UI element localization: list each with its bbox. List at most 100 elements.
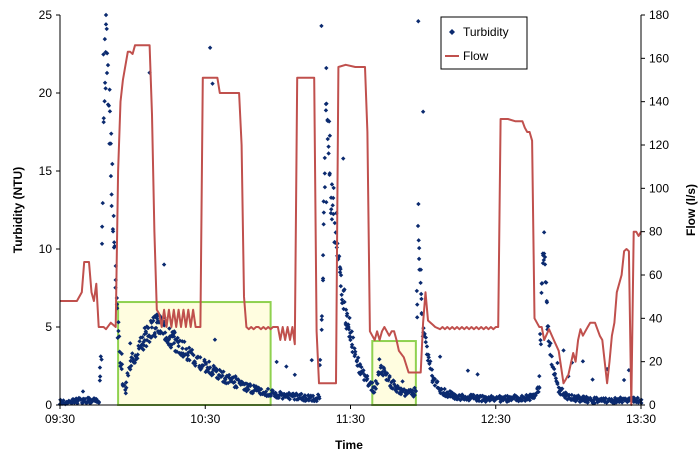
turbidity-point xyxy=(548,341,553,346)
y2-tick-label: 40 xyxy=(649,311,663,325)
turbidity-point xyxy=(221,369,226,374)
turbidity-point xyxy=(119,362,125,367)
turbidity-point xyxy=(412,392,417,398)
turbidity-point xyxy=(96,400,102,405)
legend-turbidity-label: Turbidity xyxy=(463,25,509,39)
x-tick-label: 12:30 xyxy=(481,412,511,426)
turbidity-point xyxy=(103,22,109,27)
turbidity-point xyxy=(317,396,322,401)
turbidity-point xyxy=(548,352,553,358)
turbidity-point xyxy=(111,245,117,250)
turbidity-point xyxy=(561,392,566,398)
turbidity-point xyxy=(541,251,547,256)
turbidity-point xyxy=(321,210,327,215)
turbidity-point xyxy=(175,340,181,345)
turbidity-point xyxy=(349,329,354,334)
turbidity-point xyxy=(148,335,153,340)
turbidity-point xyxy=(298,392,304,397)
turbidity-point xyxy=(331,185,336,191)
turbidity-point xyxy=(566,392,572,398)
turbidity-point xyxy=(100,200,105,206)
turbidity-point xyxy=(527,398,532,403)
turbidity-point xyxy=(361,368,366,373)
legend-turbidity-marker xyxy=(449,29,455,35)
turbidity-point xyxy=(176,343,181,349)
turbidity-point xyxy=(419,310,424,316)
turbidity-point xyxy=(98,354,103,359)
turbidity-point xyxy=(147,339,152,345)
turbidity-point xyxy=(591,399,596,405)
turbidity-point xyxy=(107,87,112,92)
turbidity-point xyxy=(102,36,108,42)
turbidity-point xyxy=(321,222,326,227)
turbidity-point xyxy=(327,171,332,176)
turbidity-point xyxy=(387,375,392,380)
turbidity-point xyxy=(580,359,586,364)
turbidity-point xyxy=(80,389,86,394)
turbidity-point xyxy=(75,398,80,404)
legend: Turbidity Flow xyxy=(440,16,528,70)
turbidity-point xyxy=(189,347,195,353)
turbidity-point xyxy=(198,355,203,360)
turbidity-point xyxy=(155,318,161,324)
turbidity-point xyxy=(187,357,192,363)
turbidity-point xyxy=(331,195,336,201)
turbidity-point xyxy=(99,224,105,229)
turbidity-point xyxy=(327,133,333,138)
turbidity-point xyxy=(322,155,328,161)
turbidity-point xyxy=(432,376,438,382)
y2-tick-label: 0 xyxy=(649,398,656,412)
turbidity-point xyxy=(338,266,343,272)
y-tick-label: 0 xyxy=(45,398,52,412)
turbidity-point xyxy=(558,392,563,397)
turbidity-point xyxy=(365,376,370,382)
turbidity-point xyxy=(171,334,177,339)
turbidity-point xyxy=(324,200,329,205)
turbidity-point xyxy=(338,272,344,278)
turbidity-point xyxy=(576,393,581,398)
turbidity-point xyxy=(102,99,107,104)
turbidity-point xyxy=(319,327,324,332)
turbidity-point xyxy=(352,352,358,357)
turbidity-point xyxy=(110,226,116,232)
turbidity-point xyxy=(426,352,431,357)
turbidity-point xyxy=(117,334,122,339)
turbidity-point xyxy=(342,287,347,292)
turbidity-point xyxy=(167,326,172,331)
turbidity-point xyxy=(355,355,361,360)
turbidity-point xyxy=(538,337,543,343)
turbidity-point xyxy=(544,280,549,285)
turbidity-point xyxy=(324,65,329,71)
turbidity-point xyxy=(105,62,111,68)
turbidity-point xyxy=(565,397,570,402)
turbidity-point xyxy=(591,397,597,402)
turbidity-point xyxy=(395,383,400,389)
turbidity-point xyxy=(342,299,347,305)
turbidity-point xyxy=(135,356,140,361)
turbidity-point xyxy=(97,374,103,379)
turbidity-point xyxy=(86,397,91,403)
turbidity-point xyxy=(330,203,335,208)
turbidity-point xyxy=(143,330,149,336)
turbidity-point xyxy=(546,324,551,329)
turbidity-point xyxy=(111,213,116,219)
turbidity-point xyxy=(109,192,114,197)
turbidity-point xyxy=(416,256,422,262)
turbidity-point xyxy=(151,318,156,324)
turbidity-point xyxy=(344,311,350,316)
turbidity-point xyxy=(246,387,251,392)
turbidity-point xyxy=(574,397,579,403)
turbidity-point xyxy=(101,52,106,57)
turbidity-point xyxy=(541,230,547,235)
turbidity-point xyxy=(191,352,196,358)
legend-flow-label: Flow xyxy=(463,49,489,63)
turbidity-point xyxy=(206,359,212,364)
turbidity-point xyxy=(539,281,544,286)
flow-line xyxy=(60,44,642,406)
turbidity-point xyxy=(123,391,128,396)
turbidity-point xyxy=(547,343,552,348)
turbidity-point xyxy=(210,81,215,86)
turbidity-point xyxy=(365,373,370,379)
turbidity-point xyxy=(420,109,426,114)
